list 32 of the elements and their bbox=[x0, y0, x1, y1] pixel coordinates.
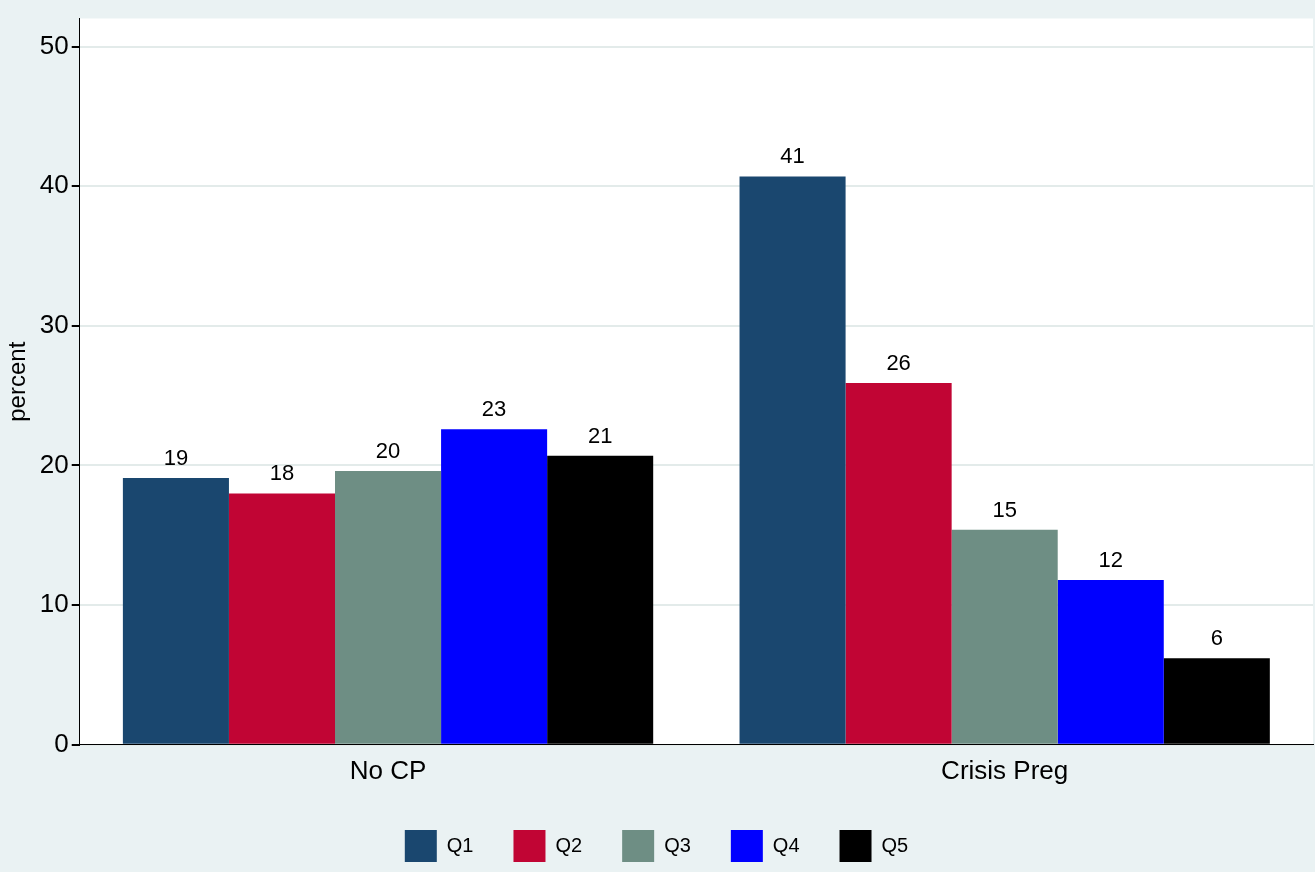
bar bbox=[1057, 580, 1164, 744]
y-tick-label: 0 bbox=[54, 727, 69, 758]
bar bbox=[228, 493, 336, 744]
data-label: 21 bbox=[587, 422, 613, 448]
bar bbox=[122, 478, 229, 744]
bar bbox=[845, 383, 952, 744]
legend-label: Q1 bbox=[446, 833, 474, 856]
x-tick-label: Crisis Preg bbox=[941, 754, 1069, 785]
legend-label: Q2 bbox=[555, 833, 583, 856]
data-label: 18 bbox=[269, 460, 295, 486]
y-axis-title: percent bbox=[3, 341, 31, 422]
data-label: 12 bbox=[1098, 547, 1123, 573]
bar bbox=[739, 176, 846, 744]
x-tick-label: No CP bbox=[349, 754, 427, 785]
y-tick-label: 40 bbox=[39, 169, 69, 200]
data-label: 41 bbox=[780, 143, 805, 169]
data-label: 20 bbox=[375, 438, 401, 464]
bar bbox=[335, 471, 442, 744]
bar bbox=[441, 429, 548, 744]
data-label: 23 bbox=[481, 396, 507, 422]
data-label: 6 bbox=[1210, 625, 1223, 651]
y-tick-label: 50 bbox=[39, 29, 69, 60]
data-label: 26 bbox=[886, 350, 911, 376]
bar bbox=[951, 529, 1058, 744]
y-tick-label: 20 bbox=[39, 448, 69, 479]
y-tick-label: 30 bbox=[39, 309, 69, 340]
data-label: 15 bbox=[992, 496, 1017, 522]
data-label: 19 bbox=[163, 445, 189, 471]
y-tick-label: 10 bbox=[39, 588, 69, 619]
legend-label: Q4 bbox=[772, 833, 800, 856]
legend-label: Q5 bbox=[881, 833, 909, 856]
legend-label: Q3 bbox=[664, 833, 691, 856]
